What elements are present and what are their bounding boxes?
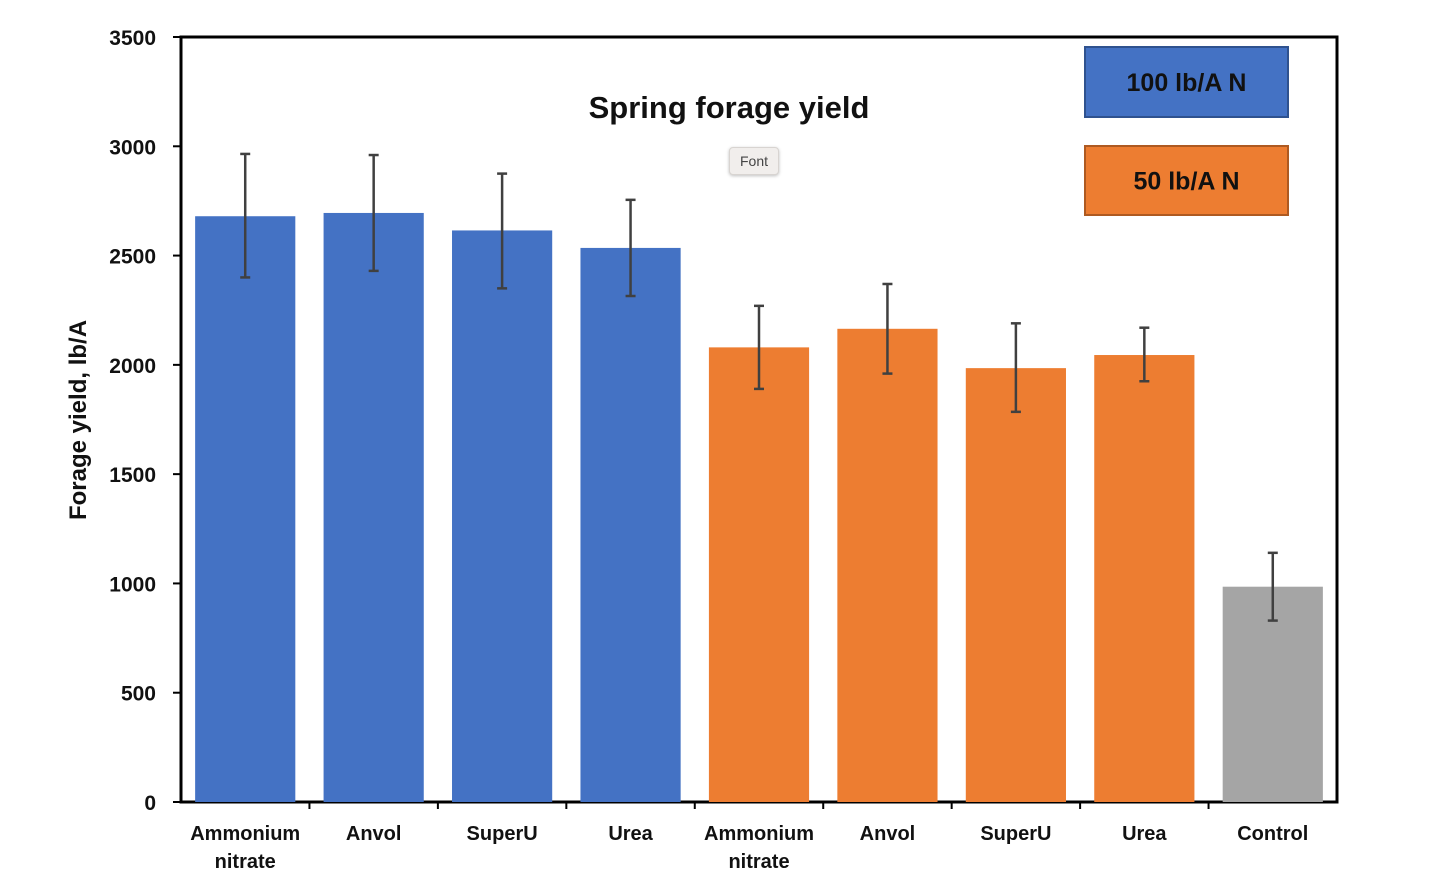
bar: [965, 368, 1066, 802]
x-axis: Ammonium nitrate Anvol SuperU Urea Ammonium ni…: [190, 802, 1308, 873]
legend-swatch: [1084, 46, 1289, 118]
x-category-label: nitrate: [728, 851, 789, 873]
chart-title: Spring forage yield: [589, 90, 870, 125]
y-tick-label: 3500: [109, 27, 156, 50]
legend: 100 lb/A N 50 lb/A N: [1084, 46, 1289, 216]
x-category-label: SuperU: [980, 823, 1051, 845]
bar: [323, 212, 424, 802]
bar: [195, 216, 296, 802]
bar: [837, 328, 938, 802]
y-axis: 0 500 1000 1500 2000 2500 3000 3500: [109, 27, 181, 815]
y-tick-label: 2000: [109, 355, 156, 378]
y-tick-label: 1500: [109, 464, 156, 487]
y-axis-label: Forage yield, lb/A: [65, 320, 92, 520]
x-category-label: SuperU: [467, 823, 538, 845]
y-tick-label: 0: [144, 792, 156, 815]
bar: [1222, 586, 1323, 802]
bar: [1094, 355, 1195, 802]
x-category-label: Urea: [1122, 823, 1167, 845]
y-tick-label: 500: [121, 683, 156, 706]
y-tick-label: 2500: [109, 246, 156, 269]
legend-swatch: [1084, 145, 1289, 216]
bar: [708, 347, 810, 802]
bars-group: [195, 212, 1323, 802]
error-bars-group: [240, 152, 1278, 622]
bar: [452, 230, 553, 802]
x-category-label: Ammonium: [190, 823, 300, 845]
legend-label: 50 lb/A N: [1133, 168, 1239, 196]
x-category-label: Control: [1237, 823, 1308, 845]
x-category-label: Urea: [608, 823, 653, 845]
legend-label: 100 lb/A N: [1127, 69, 1247, 97]
x-category-label: Anvol: [346, 823, 402, 845]
bar: [580, 247, 681, 802]
x-category-label: Anvol: [860, 823, 916, 845]
x-category-label: nitrate: [215, 851, 276, 873]
x-category-label: Ammonium: [704, 823, 814, 845]
font-tooltip: Font: [729, 147, 779, 175]
y-tick-label: 1000: [109, 573, 156, 596]
y-tick-label: 3000: [109, 136, 156, 159]
